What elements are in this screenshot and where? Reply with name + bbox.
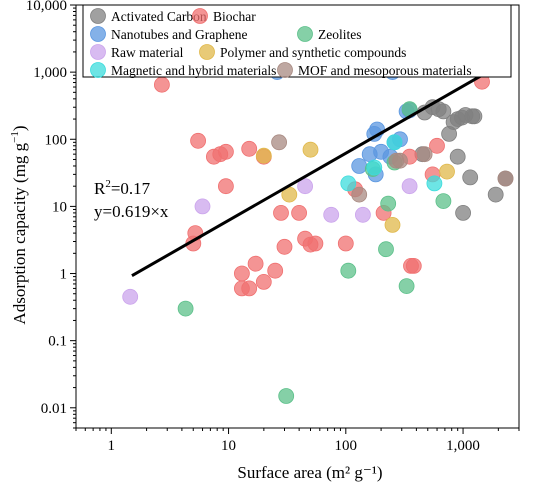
point-activated-carbon: [487, 186, 504, 203]
legend-label-magnetic-and-hybrid-materials: Magnetic and hybrid materials: [111, 63, 276, 78]
legend: Activated Carbon Biochar Nanotubes and Gra…: [82, 4, 512, 78]
point-magnetic-and-hybrid-materials: [340, 175, 357, 192]
point-biochar: [276, 238, 293, 255]
point-zeolites: [398, 278, 415, 295]
x-tick-label: 1,000: [446, 438, 480, 454]
point-biochar: [217, 143, 234, 160]
point-biochar: [241, 140, 258, 157]
r-squared-annotation: R2=0.17: [94, 178, 151, 198]
legend-marker-polymer-and-synthetic-compounds: [199, 44, 215, 60]
legend-label-zeolites: Zeolites: [318, 27, 362, 42]
data-points: [122, 61, 514, 404]
point-raw-material: [194, 198, 211, 215]
point-biochar: [153, 76, 170, 93]
legend-marker-magnetic-and-hybrid-materials: [90, 62, 106, 78]
y-axis-ticks: 0.01 0.1 1 10 100 1,000 10,000: [26, 0, 76, 429]
point-mof-and-mesoporous-materials: [271, 134, 288, 151]
point-biochar: [190, 132, 207, 149]
point-biochar: [233, 265, 250, 282]
point-biochar: [337, 235, 354, 252]
point-mof-and-mesoporous-materials: [392, 152, 408, 169]
point-polymer-and-synthetic-compounds: [439, 163, 455, 180]
point-zeolites: [378, 241, 394, 258]
point-raw-material: [297, 178, 314, 195]
legend-label-biochar: Biochar: [213, 9, 256, 24]
y-tick-label: 0.1: [48, 334, 67, 350]
legend-label-activated-carbon: Activated Carbon: [111, 9, 207, 24]
legend-marker-nanotubes-and-graphene: [90, 26, 106, 42]
point-raw-material: [401, 178, 418, 195]
legend-label-raw-material: Raw material: [111, 45, 184, 60]
y-tick-label: 100: [45, 132, 68, 148]
point-biochar: [217, 178, 234, 195]
legend-label-nanotubes-and-graphene: Nanotubes and Graphene: [111, 27, 247, 42]
point-zeolites: [435, 193, 452, 210]
point-biochar: [429, 137, 445, 154]
point-zeolites: [278, 388, 295, 404]
x-tick-label: 1: [108, 438, 116, 454]
point-biochar: [405, 257, 422, 274]
point-biochar: [291, 204, 308, 221]
point-zeolites: [380, 195, 397, 212]
point-raw-material: [122, 288, 139, 305]
point-mof-and-mesoporous-materials: [497, 170, 514, 187]
legend-marker-mof-and-mesoporous-materials: [277, 62, 293, 78]
point-biochar: [241, 280, 258, 297]
point-magnetic-and-hybrid-materials: [366, 159, 383, 176]
point-magnetic-and-hybrid-materials: [426, 175, 443, 192]
y-tick-label: 10,000: [26, 0, 67, 14]
legend-marker-activated-carbon: [90, 8, 106, 24]
point-biochar: [247, 255, 264, 272]
y-tick-label: 1,000: [33, 65, 67, 81]
point-polymer-and-synthetic-compounds: [384, 216, 401, 233]
legend-marker-raw-material: [90, 44, 106, 60]
point-raw-material: [354, 206, 371, 223]
point-polymer-and-synthetic-compounds: [255, 147, 272, 164]
legend-box: [82, 4, 512, 78]
x-axis-ticks: 1 10 100 1,000: [75, 428, 520, 454]
point-mof-and-mesoporous-materials: [416, 146, 433, 163]
x-tick-label: 100: [335, 438, 358, 454]
x-axis-label: Surface area (m² g⁻¹): [237, 463, 382, 482]
point-activated-carbon: [435, 103, 452, 120]
point-activated-carbon: [449, 148, 466, 165]
point-activated-carbon: [462, 169, 479, 186]
point-biochar: [273, 204, 289, 221]
legend-label-polymer-and-synthetic-compounds: Polymer and synthetic compounds: [220, 45, 406, 60]
y-tick-label: 0.01: [41, 401, 67, 417]
y-tick-label: 1: [60, 267, 68, 283]
point-biochar: [255, 273, 272, 290]
point-raw-material: [323, 206, 340, 223]
legend-marker-biochar: [192, 8, 208, 24]
fit-equation-annotation: y=0.619×x: [94, 202, 169, 221]
x-tick-label: 10: [221, 438, 236, 454]
point-magnetic-and-hybrid-materials: [386, 134, 403, 151]
point-nanotubes-and-graphene: [351, 158, 368, 174]
point-zeolites: [340, 262, 357, 279]
trend-line: [131, 60, 507, 277]
point-mof-and-mesoporous-materials: [351, 186, 368, 203]
point-biochar: [307, 235, 324, 252]
point-biochar: [267, 262, 284, 279]
point-polymer-and-synthetic-compounds: [302, 141, 319, 158]
legend-marker-zeolites: [297, 26, 313, 42]
point-zeolites: [177, 300, 194, 317]
legend-label-mof-and-mesoporous-materials: MOF and mesoporous materials: [298, 63, 472, 78]
y-axis-label: Adsorption capacity (mg g−1): [9, 125, 29, 324]
point-activated-carbon: [466, 108, 483, 125]
y-tick-label: 10: [52, 199, 67, 215]
point-activated-carbon: [455, 204, 472, 221]
